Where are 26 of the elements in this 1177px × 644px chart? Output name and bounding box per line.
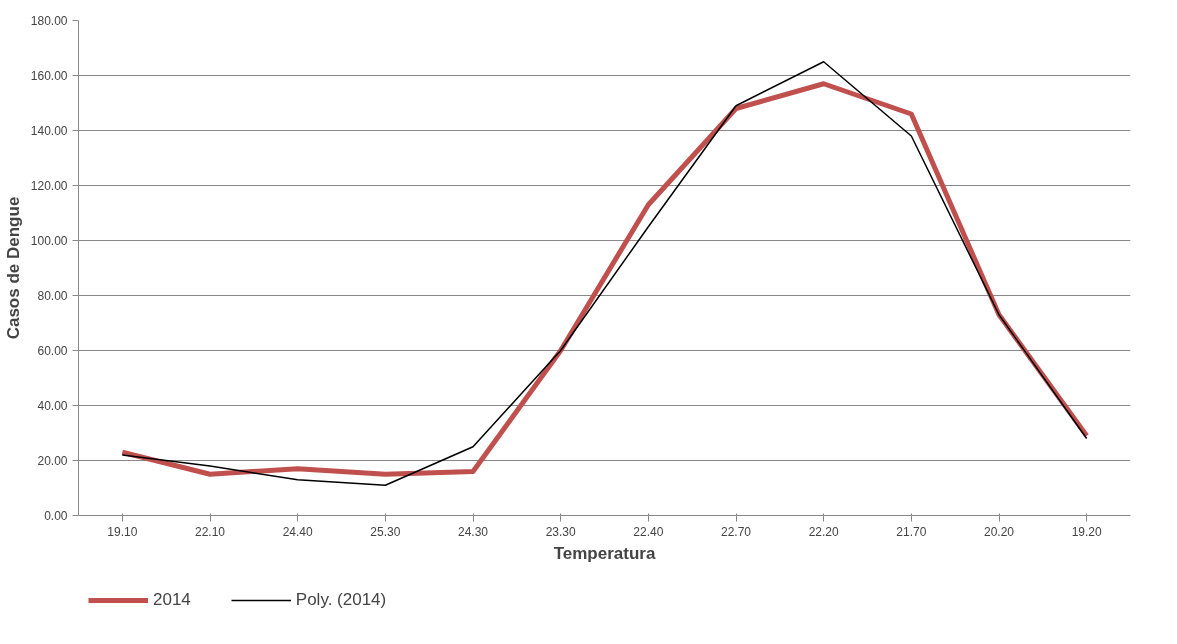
legend-label: 2014 bbox=[153, 590, 191, 610]
x-axis-title: Temperatura bbox=[553, 543, 656, 563]
y-tick-label: 20.00 bbox=[37, 454, 68, 468]
y-tick-label: 160.00 bbox=[30, 69, 68, 83]
x-tick-label: 22.20 bbox=[808, 524, 840, 539]
legend-label: Poly. (2014) bbox=[295, 590, 387, 610]
x-tick-label: 25.30 bbox=[370, 524, 401, 539]
y-tick-label: 60.00 bbox=[37, 344, 68, 358]
x-tick-label: 24.40 bbox=[282, 524, 314, 539]
x-tick-label: 23.30 bbox=[545, 524, 577, 539]
y-tick-label: 120.00 bbox=[30, 179, 68, 193]
x-tick-label: 20.20 bbox=[983, 524, 1015, 539]
x-tick-label: 19.20 bbox=[1071, 524, 1103, 539]
y-axis-title: Casos de Dengue bbox=[3, 196, 23, 340]
y-tick-label: 0.00 bbox=[44, 509, 68, 523]
x-tick-label: 22.40 bbox=[633, 524, 664, 539]
x-tick-label: 22.10 bbox=[194, 524, 226, 539]
x-tick-label: 24.30 bbox=[457, 524, 489, 539]
y-tick-label: 100.00 bbox=[30, 234, 68, 248]
x-tick-label: 22.70 bbox=[720, 524, 752, 539]
y-tick-label: 80.00 bbox=[37, 289, 68, 303]
y-tick-label: 40.00 bbox=[37, 399, 68, 413]
y-tick-label: 180.00 bbox=[30, 14, 68, 28]
x-tick-label: 21.70 bbox=[896, 524, 927, 539]
y-tick-label: 140.00 bbox=[30, 124, 68, 138]
x-tick-label: 19.10 bbox=[107, 524, 138, 539]
